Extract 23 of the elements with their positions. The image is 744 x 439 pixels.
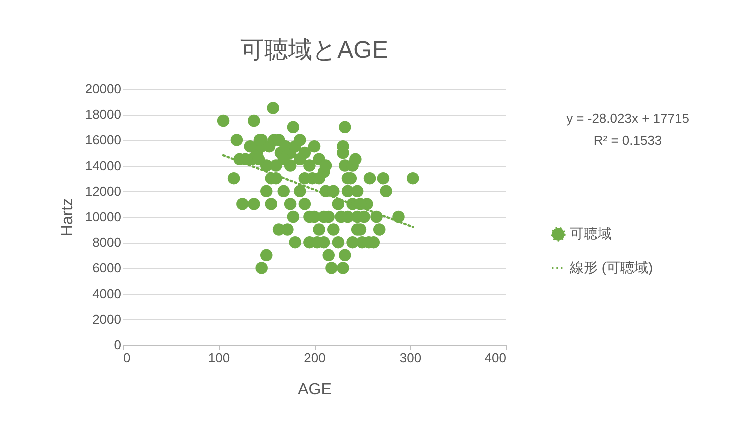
y-tick-label: 12000: [85, 184, 122, 199]
y-tick-label: 10000: [85, 210, 122, 224]
y-tick-label: 4000: [92, 286, 122, 302]
text: y = -28.023x + 17715: [566, 111, 690, 126]
y-tick-label: 14000: [85, 158, 122, 174]
y-tick-label: 6000: [92, 260, 122, 276]
chart-title: 可聴域とAGE: [240, 37, 388, 64]
y-tick-label: 18000: [85, 107, 122, 122]
y-tick-label: 16000: [85, 132, 122, 148]
x-tick-label: 300: [400, 350, 422, 366]
x-tick-label: 400: [484, 350, 506, 366]
x-axis-title: AGE: [298, 382, 332, 398]
y-tick-label: 0: [114, 338, 122, 352]
legend-label: 可聴域: [570, 226, 612, 242]
legend-label: 線形 (可聴域): [569, 260, 654, 276]
y-tick-label: 2000: [92, 312, 122, 327]
x-tick-label: 200: [304, 350, 326, 366]
y-tick-label: 20000: [85, 82, 122, 96]
text: R² = 0.1533: [594, 133, 662, 148]
x-tick-label: 0: [124, 350, 131, 366]
y-axis-title: Hartz: [59, 198, 76, 237]
y-tick-label: 8000: [92, 235, 122, 250]
x-tick-label: 100: [208, 350, 230, 366]
